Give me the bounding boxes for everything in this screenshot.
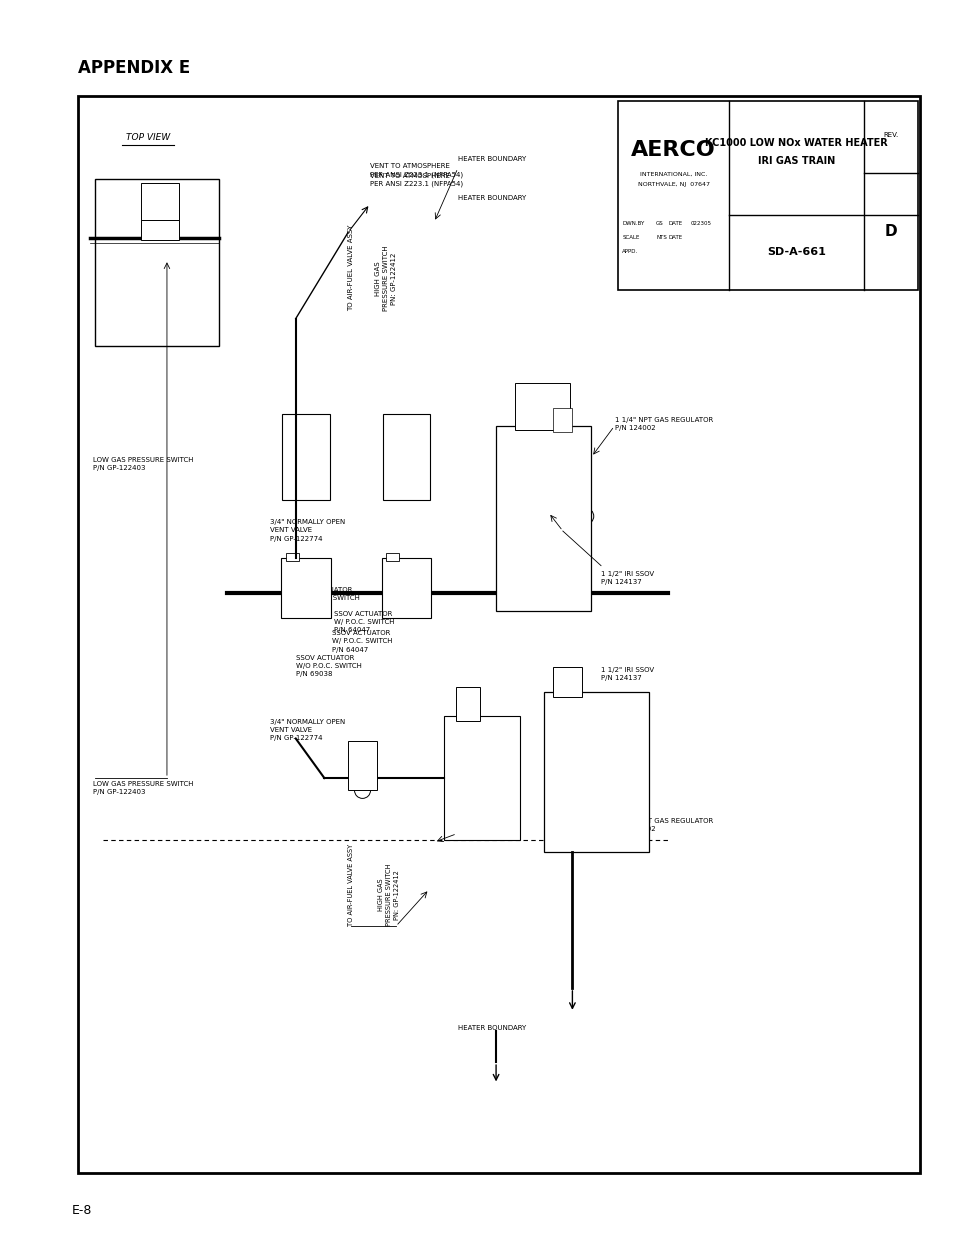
Bar [382,414,430,500]
Bar [553,408,572,432]
Bar [281,558,331,618]
Bar [286,553,298,561]
Text: LOW GAS PRESSURE SWITCH
P/N GP-122403: LOW GAS PRESSURE SWITCH P/N GP-122403 [92,457,193,472]
Text: SD-A-661: SD-A-661 [766,247,825,257]
Text: 1 1/2" IRI SSOV
P/N 124137: 1 1/2" IRI SSOV P/N 124137 [600,571,654,585]
Bar [543,692,648,852]
Text: 022305: 022305 [689,221,710,226]
Text: GS: GS [656,221,663,226]
Bar [496,426,591,611]
Bar [348,741,376,790]
Bar [456,687,479,721]
Text: SSOV ACTUATOR
W/O P.O.C. SWITCH
P/N 69038: SSOV ACTUATOR W/O P.O.C. SWITCH P/N 6903… [294,587,359,610]
Text: HIGH GAS
PRESSURE SWITCH
PN: GP-122412: HIGH GAS PRESSURE SWITCH PN: GP-122412 [375,246,397,311]
Text: APPENDIX E: APPENDIX E [78,59,191,78]
Text: AERCO: AERCO [631,140,716,161]
Text: SSOV ACTUATOR
W/O P.O.C. SWITCH
P/N 69038: SSOV ACTUATOR W/O P.O.C. SWITCH P/N 6903… [295,655,361,677]
Text: HEATER BOUNDARY: HEATER BOUNDARY [457,1025,526,1031]
Text: NORTHVALE, NJ  07647: NORTHVALE, NJ 07647 [637,182,709,186]
Text: IRI GAS TRAIN: IRI GAS TRAIN [757,156,834,165]
Text: 3/4" NORMALLY OPEN
VENT VALVE
P/N GP-122774: 3/4" NORMALLY OPEN VENT VALVE P/N GP-122… [270,719,345,741]
Bar [553,667,581,697]
Text: SCALE: SCALE [621,235,639,240]
Text: DWN.BY: DWN.BY [621,221,644,226]
Text: APPD.: APPD. [621,248,638,253]
Bar [141,183,179,220]
Bar [78,96,919,1173]
Text: TO AIR-FUEL VALVE ASSY: TO AIR-FUEL VALVE ASSY [348,844,354,926]
Text: TO AIR-FUEL VALVE ASSY: TO AIR-FUEL VALVE ASSY [348,225,354,311]
Bar [443,716,519,840]
Text: VENT TO ATMOSPHERE
PER ANSI Z223.1 (NFPA54): VENT TO ATMOSPHERE PER ANSI Z223.1 (NFPA… [370,163,463,178]
Text: SSOV ACTUATOR
W/ P.O.C. SWITCH
P/N 64047: SSOV ACTUATOR W/ P.O.C. SWITCH P/N 64047 [334,611,394,634]
Text: SSOV ACTUATOR
W/ P.O.C. SWITCH
P/N 64047: SSOV ACTUATOR W/ P.O.C. SWITCH P/N 64047 [332,630,392,653]
Text: 3/4" NORMALLY OPEN
VENT VALVE
P/N GP-122774: 3/4" NORMALLY OPEN VENT VALVE P/N GP-122… [270,519,345,542]
Bar [386,553,398,561]
Text: HIGH GAS
PRESSURE SWITCH
PN: GP-122412: HIGH GAS PRESSURE SWITCH PN: GP-122412 [377,863,400,926]
Bar [282,414,330,500]
Text: HEATER BOUNDARY: HEATER BOUNDARY [457,156,526,162]
Text: 1 1/4" NPT GAS REGULATOR
P/N 124002: 1 1/4" NPT GAS REGULATOR P/N 124002 [615,818,713,832]
Text: LOW GAS PRESSURE SWITCH
P/N GP-122403: LOW GAS PRESSURE SWITCH P/N GP-122403 [92,781,193,794]
Text: E-8: E-8 [71,1204,91,1218]
Text: REV.: REV. [882,132,898,138]
Text: 1 1/2" IRI SSOV
P/N 124137: 1 1/2" IRI SSOV P/N 124137 [600,667,654,680]
Bar [141,220,179,240]
Text: VENT TO ATMOSPHERE
PER ANSI Z223.1 (NFPA54): VENT TO ATMOSPHERE PER ANSI Z223.1 (NFPA… [370,173,463,188]
Text: 1 1/4" NPT GAS REGULATOR
P/N 124002: 1 1/4" NPT GAS REGULATOR P/N 124002 [615,417,713,431]
Text: HEATER BOUNDARY: HEATER BOUNDARY [457,195,526,201]
Text: D: D [883,224,896,240]
Bar [515,383,570,430]
Text: INTERNATIONAL, INC.: INTERNATIONAL, INC. [639,172,706,177]
Bar [618,101,917,290]
Text: DATE: DATE [667,221,681,226]
Text: DATE: DATE [667,235,681,240]
Text: TOP VIEW: TOP VIEW [126,133,170,142]
Bar [381,558,431,618]
Text: NTS: NTS [656,235,666,240]
Text: KC1000 LOW NOx WATER HEATER: KC1000 LOW NOx WATER HEATER [704,138,887,148]
Bar [95,179,219,346]
